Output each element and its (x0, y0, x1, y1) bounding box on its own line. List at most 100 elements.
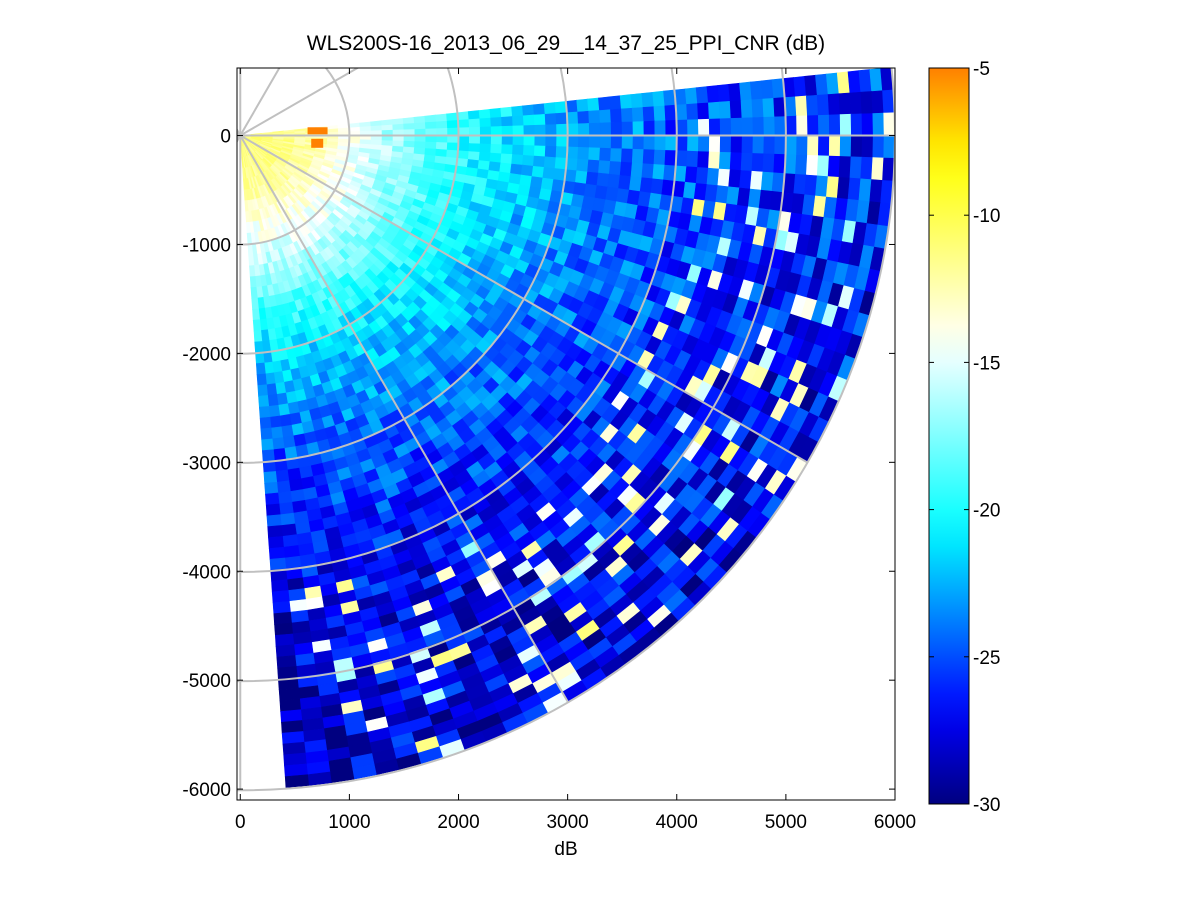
colorbar-tick-label: -30 (973, 795, 1000, 816)
cnr-cell (479, 143, 492, 154)
cnr-cell (534, 124, 547, 136)
cnr-cell (695, 167, 709, 185)
cnr-cell (827, 155, 841, 178)
cnr-cell (632, 135, 645, 150)
cnr-cell (740, 99, 754, 119)
cnr-cell (817, 135, 830, 157)
cnr-cell (447, 127, 459, 136)
cnr-cell (632, 121, 645, 136)
cnr-cell (610, 108, 623, 123)
colorbar-tick-label: -25 (973, 648, 1000, 669)
cnr-cell (532, 103, 546, 116)
cnr-cell (588, 110, 601, 124)
cnr-cell (268, 546, 286, 560)
cnr-cell (815, 175, 829, 198)
cnr-cell (687, 135, 699, 152)
cnr-cell (287, 467, 302, 482)
cnr-cell (381, 124, 394, 131)
cnr-cell (511, 105, 524, 117)
cnr-cell (544, 113, 557, 126)
cnr-cell (793, 173, 807, 196)
cnr-cell (728, 82, 742, 102)
cnr-cell (543, 102, 557, 115)
cnr-cell (424, 121, 437, 130)
cnr-cells (240, 68, 895, 788)
cnr-cell (686, 150, 699, 168)
cnr-cell (729, 100, 743, 119)
cnr-cell (839, 135, 852, 158)
cnr-cell (619, 94, 633, 110)
cnr-cell (286, 577, 305, 591)
cnr-cell (269, 415, 282, 429)
cnr-cell (697, 118, 710, 136)
cnr-cell (436, 135, 448, 144)
cnr-cell (807, 135, 819, 157)
cnr-cell (665, 135, 678, 152)
cnr-cell (274, 622, 294, 636)
cnr-cell (576, 98, 589, 113)
y-tick-label: -5000 (182, 671, 231, 692)
colorbar-tick-label: -20 (973, 501, 1000, 522)
cnr-cell (556, 135, 568, 148)
cnr-cell (642, 106, 656, 122)
polar-spoke (239, 68, 360, 137)
cnr-cell (706, 85, 720, 104)
cnr-cell (534, 135, 547, 147)
cnr-cell (458, 127, 470, 136)
cnr-cell (599, 109, 612, 124)
cnr-cell (283, 752, 307, 767)
cnr-cell (751, 153, 765, 173)
cnr-cell (749, 170, 764, 191)
colorbar-ramp (928, 67, 970, 805)
cnr-cell (566, 111, 579, 125)
cnr-cell (522, 104, 535, 117)
cnr-cell (574, 170, 588, 185)
cnr-cell (621, 135, 634, 150)
cnr-cell (730, 135, 743, 154)
cnr-cell (276, 392, 288, 406)
cnr-cell (247, 243, 254, 256)
cnr-cell (653, 149, 666, 166)
cnr-cell (280, 523, 297, 537)
cnr-cell (446, 149, 459, 159)
cnr-cell (752, 135, 765, 155)
cnr-cell (610, 148, 623, 163)
x-tick-label: 4000 (656, 812, 698, 833)
cnr-cell (608, 95, 622, 111)
polar-spoke (237, 127, 242, 137)
cnr-cell (271, 579, 289, 593)
cnr-cell (708, 101, 721, 120)
cnr-cell (653, 105, 666, 122)
polar-spoke (237, 135, 242, 144)
cnr-cell (598, 96, 611, 111)
cnr-cell (717, 168, 731, 188)
cnr-cell (838, 92, 852, 115)
cnr-cell (261, 449, 275, 462)
cnr-cell (265, 492, 280, 506)
cnr-cell (643, 120, 656, 136)
cnr-cell (277, 403, 290, 417)
cnr-cell (817, 114, 830, 136)
cnr-cell (284, 555, 302, 570)
cnr-cell (501, 125, 514, 136)
cnr-cell (522, 114, 536, 127)
cnr-cell (805, 94, 819, 117)
cnr-cell (531, 165, 545, 179)
cnr-cell (544, 145, 557, 158)
cnr-cell (510, 163, 523, 176)
range-ring (237, 68, 895, 792)
cnr-cell (254, 341, 264, 354)
cnr-cell (827, 93, 841, 116)
cnr-cell (490, 116, 503, 128)
cnr-cell (533, 113, 546, 126)
cnr-cell (883, 135, 895, 159)
cnr-cell (861, 113, 874, 136)
cnr-cell (392, 123, 405, 131)
cnr-cell (425, 128, 438, 136)
cnr-cell (512, 135, 525, 146)
cnr-cell (260, 329, 270, 342)
cnr-cell (545, 135, 558, 147)
colorbar-tick-label: -15 (973, 353, 1000, 374)
cnr-cell (266, 383, 278, 396)
